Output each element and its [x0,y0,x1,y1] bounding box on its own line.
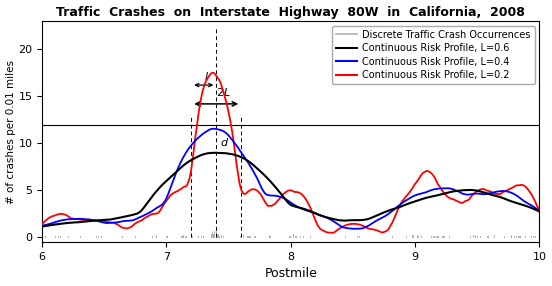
X-axis label: Postmile: Postmile [264,267,317,281]
Y-axis label: # of crashes per 0.01 miles: # of crashes per 0.01 miles [6,60,15,204]
Title: Traffic  Crashes  on  Interstate  Highway  80W  in  California,  2008: Traffic Crashes on Interstate Highway 80… [56,5,526,19]
Text: $d$: $d$ [220,136,229,148]
Text: $2L$: $2L$ [216,86,231,98]
Legend: Discrete Traffic Crash Occurrences, Continuous Risk Profile, L=0.6, Continuous R: Discrete Traffic Crash Occurrences, Cont… [332,26,534,84]
Text: $l$: $l$ [204,70,209,82]
